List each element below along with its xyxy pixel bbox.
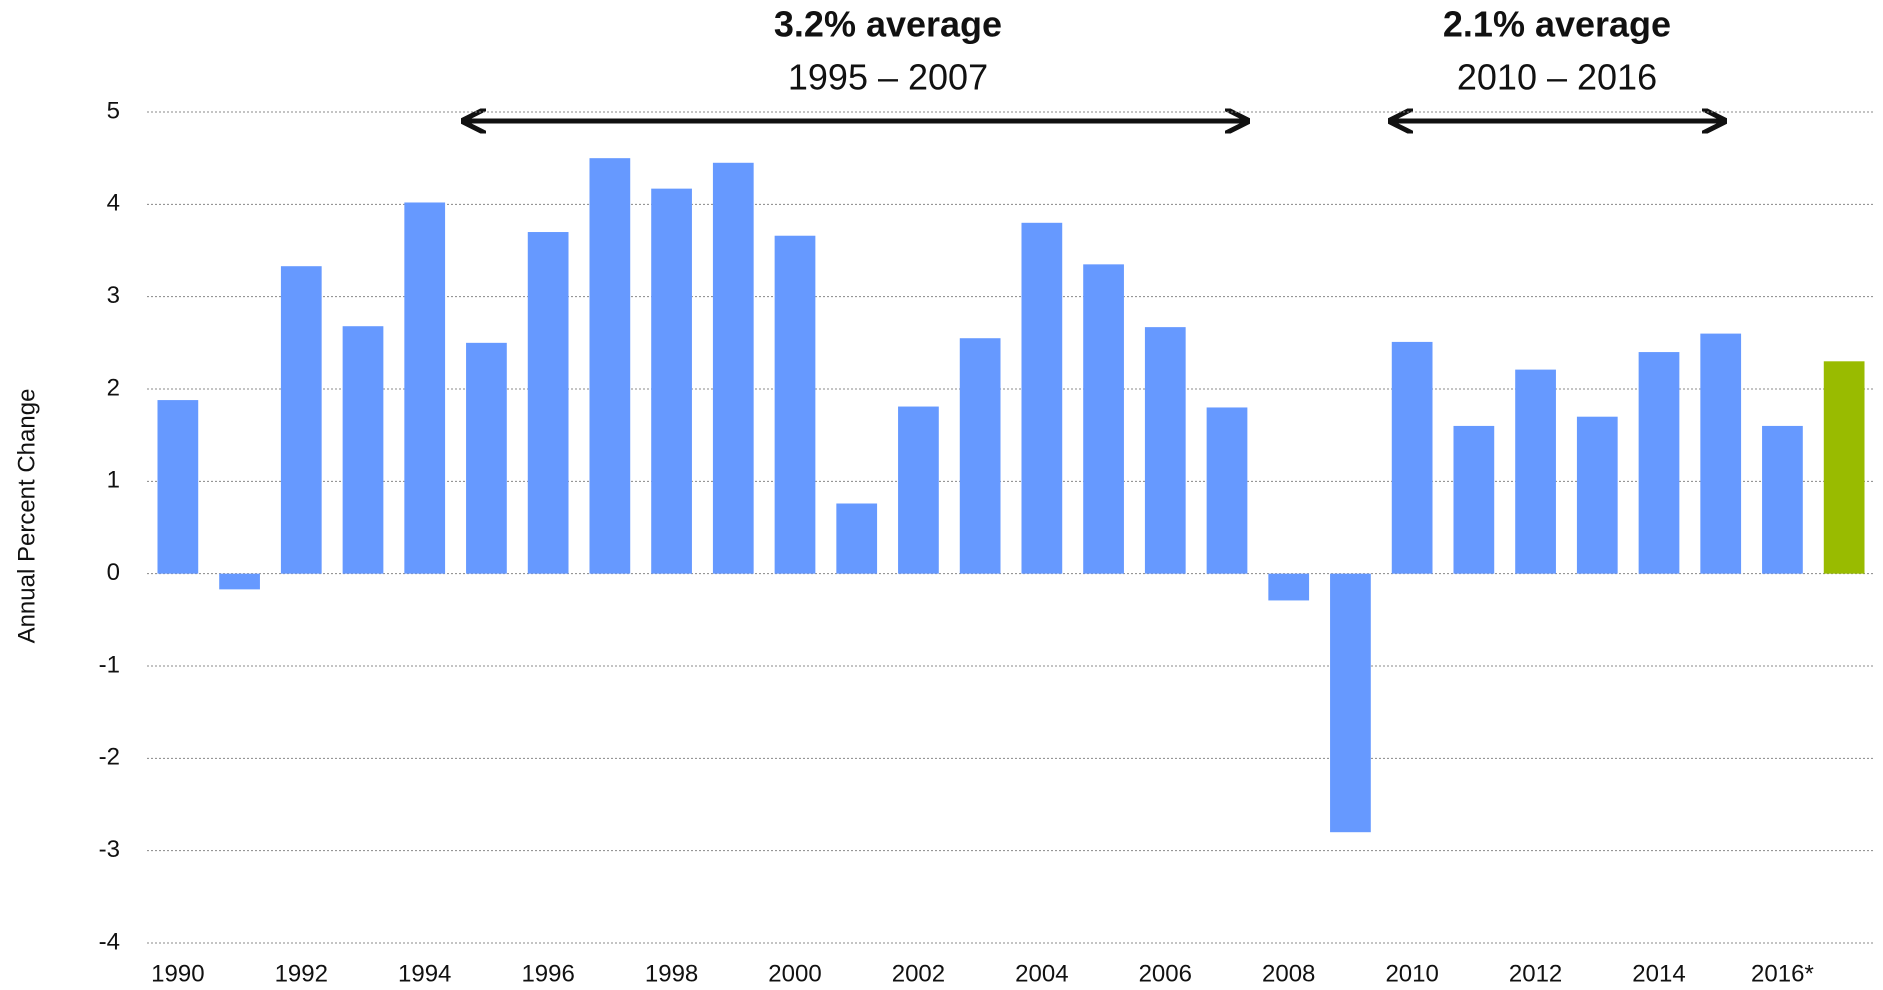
bar [1083,264,1124,574]
annotation-subtitle: 2010 – 2016 [1457,57,1657,98]
y-tick-label: 5 [107,97,120,124]
annotation-title: 3.2% average [774,4,1002,45]
bar [1144,327,1186,574]
bar [157,400,199,574]
bar [1391,341,1433,574]
x-tick-label: 2012 [1509,960,1562,987]
bar [959,338,1001,574]
y-tick-label: -1 [99,651,120,678]
bar [651,188,692,574]
bar [527,232,569,574]
x-tick-label: 1990 [151,960,204,987]
bar [404,202,446,574]
bar [1638,352,1680,574]
bar [342,326,384,574]
x-tick-label: 2016* [1751,960,1814,987]
x-tick-label: 1992 [275,960,328,987]
y-tick-label: 2 [107,374,120,401]
x-tick-label: 2002 [892,960,945,987]
bar [1762,425,1803,574]
y-tick-label: -3 [99,836,120,863]
bar [774,235,816,574]
bar [1700,333,1742,574]
x-tick-label: 2010 [1385,960,1438,987]
bar [1453,425,1495,574]
x-tick-label: 1996 [521,960,574,987]
x-tick-label: 2004 [1015,960,1068,987]
bar [466,342,507,574]
x-tick-label: 2006 [1139,960,1192,987]
bar [898,406,939,574]
bar [1021,222,1063,574]
x-tick-label: 1994 [398,960,451,987]
bar [589,158,631,574]
annotation-title: 2.1% average [1443,4,1671,45]
bar [836,503,878,574]
x-tick-label: 2008 [1262,960,1315,987]
bar [1268,573,1310,601]
x-tick-label: 2014 [1632,960,1685,987]
y-tick-label: -4 [99,928,120,955]
x-tick-label: 2000 [768,960,821,987]
bar [1823,361,1865,574]
y-tick-label: 4 [107,190,120,217]
bar [219,573,260,590]
y-axis-label: Annual Percent Change [13,389,40,644]
bar [280,266,322,574]
y-tick-label: 1 [107,467,120,494]
bar [1330,573,1371,833]
annotation-subtitle: 1995 – 2007 [788,57,988,98]
y-tick-label: 0 [107,559,120,586]
bar [1515,369,1556,574]
bar [712,162,754,574]
bar [1206,407,1248,574]
x-tick-label: 1998 [645,960,698,987]
y-tick-label: 3 [107,282,120,309]
y-tick-label: -2 [99,744,120,771]
bar [1576,416,1618,574]
